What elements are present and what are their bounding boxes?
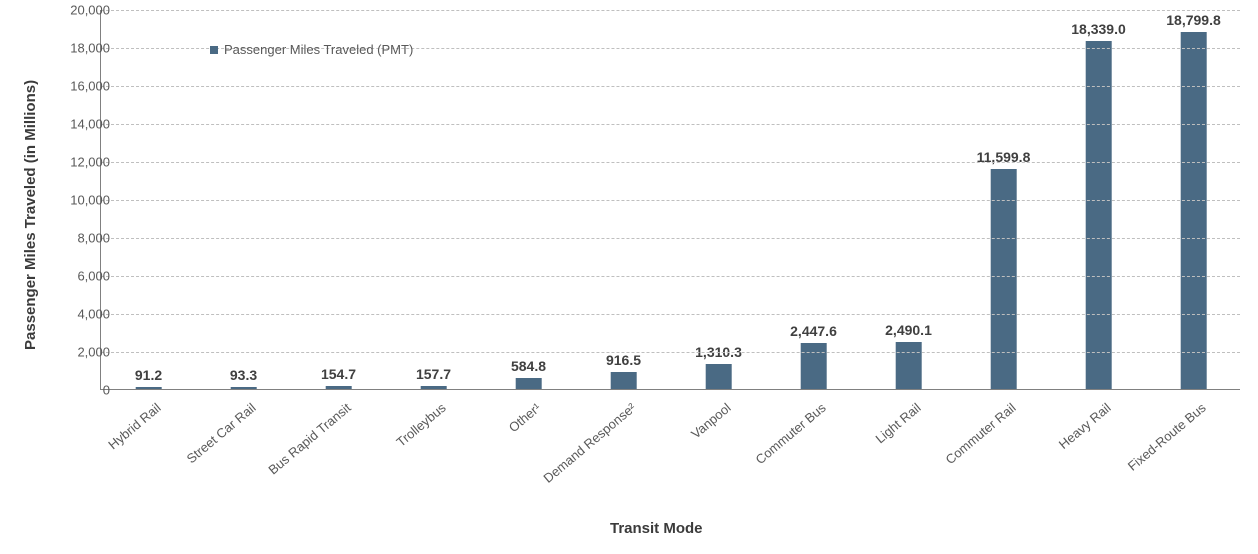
y-tick-label: 6,000 [50,269,110,284]
gridline [101,10,1240,11]
bar-value-label: 91.2 [135,367,162,383]
bar [420,386,447,389]
y-tick-label: 2,000 [50,345,110,360]
y-tick-label: 10,000 [50,193,110,208]
y-tick-label: 8,000 [50,231,110,246]
y-tick-label: 20,000 [50,3,110,18]
bar-value-label: 2,447.6 [790,323,837,339]
bar [800,343,827,390]
bar-value-label: 2,490.1 [885,322,932,338]
pmt-bar-chart: Passenger Miles Traveled (in Millions) 9… [0,0,1258,554]
y-tick-label: 18,000 [50,41,110,56]
bar-value-label: 157.7 [416,366,451,382]
bar [895,342,922,389]
y-tick-label: 14,000 [50,117,110,132]
y-tick-label: 0 [50,383,110,398]
gridline [101,162,1240,163]
gridline [101,352,1240,353]
gridline [101,124,1240,125]
legend-swatch-icon [210,46,218,54]
bar [325,386,352,389]
bar-value-label: 154.7 [321,366,356,382]
bar-value-label: 18,799.8 [1166,12,1221,28]
gridline [101,86,1240,87]
legend: Passenger Miles Traveled (PMT) [210,42,413,57]
bar [515,378,542,389]
bar [230,387,257,389]
gridline [101,238,1240,239]
bar-value-label: 916.5 [606,352,641,368]
bar [1085,41,1112,389]
y-tick-label: 12,000 [50,155,110,170]
bar-value-label: 18,339.0 [1071,21,1126,37]
x-axis-title: Transit Mode [610,520,703,537]
gridline [101,276,1240,277]
bar [705,364,732,389]
bar [135,387,162,389]
y-tick-label: 4,000 [50,307,110,322]
bar-value-label: 584.8 [511,358,546,374]
bar-value-label: 93.3 [230,367,257,383]
gridline [101,200,1240,201]
plot-area: 91.293.3154.7157.7584.8916.51,310.32,447… [100,10,1240,390]
bar [610,372,637,389]
legend-label: Passenger Miles Traveled (PMT) [224,42,413,57]
y-tick-label: 16,000 [50,79,110,94]
gridline [101,314,1240,315]
bar [990,169,1017,389]
y-axis-title: Passenger Miles Traveled (in Millions) [22,80,39,350]
